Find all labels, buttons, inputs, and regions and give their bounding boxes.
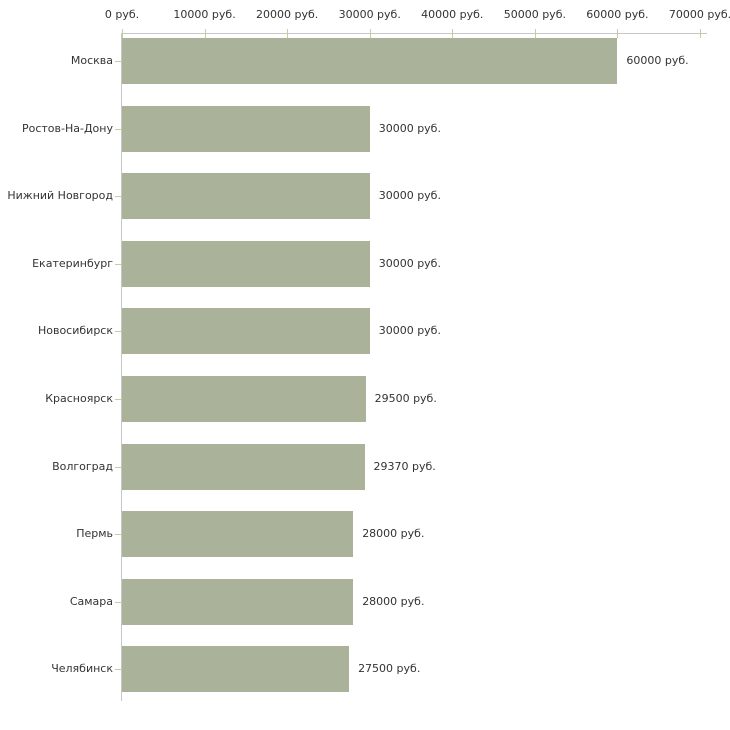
x-axis-tick-mark — [287, 29, 289, 38]
bar — [122, 578, 354, 625]
x-axis-tick-label: 50000 руб. — [503, 8, 566, 21]
category-label: Новосибирск — [37, 324, 113, 338]
x-axis-tick-label: 70000 руб. — [668, 8, 730, 21]
category-label: Ростов-На-Дону — [21, 121, 113, 135]
bar — [122, 38, 618, 84]
value-label: 60000 руб. — [626, 54, 689, 67]
category-label: Красноярск — [45, 392, 113, 405]
bar — [122, 646, 350, 693]
x-axis-tick-label: 60000 руб. — [586, 8, 649, 21]
bar — [122, 443, 365, 490]
value-label: 29500 руб. — [374, 392, 437, 405]
y-axis-tick-mark — [115, 399, 121, 400]
category-label: Пермь — [76, 527, 113, 541]
value-label: 30000 руб. — [378, 324, 441, 338]
value-label: 30000 руб. — [378, 256, 441, 270]
x-axis-tick-label: 0 руб. — [104, 8, 140, 21]
y-axis-tick-mark — [115, 128, 121, 130]
bar — [122, 173, 370, 220]
x-axis-tick-mark — [700, 29, 701, 38]
y-axis-tick-mark — [115, 601, 121, 603]
x-axis-tick-mark — [534, 29, 536, 38]
x-axis-tick-label: 30000 руб. — [338, 8, 401, 21]
y-axis-tick-mark — [115, 331, 121, 333]
bar — [122, 376, 366, 422]
y-axis-tick-mark — [115, 534, 121, 536]
category-label: Волгоград — [52, 459, 113, 473]
y-axis-tick-mark — [115, 196, 121, 198]
x-axis-tick-mark — [122, 29, 123, 38]
x-axis-tick-label: 10000 руб. — [173, 8, 236, 21]
category-label: Екатеринбург — [32, 256, 113, 270]
x-axis-tick-label: 40000 руб. — [421, 8, 484, 21]
category-label: Нижний Новгород — [7, 189, 113, 203]
category-label: Москва — [70, 54, 113, 67]
plot-area: 0 руб. 10000 руб. 20000 руб. 30000 руб. 4000… — [7, 8, 730, 701]
x-axis-tick-mark — [204, 29, 206, 38]
y-axis-tick-mark — [115, 61, 121, 62]
y-axis-tick-mark — [115, 466, 121, 468]
value-label: 29370 руб. — [373, 459, 436, 473]
x-axis-tick-mark — [617, 29, 619, 38]
bar — [122, 105, 370, 152]
value-label: 30000 руб. — [378, 189, 441, 203]
x-axis-tick-label: 20000 руб. — [256, 8, 319, 21]
x-axis-tick-mark — [369, 29, 371, 38]
bar — [122, 308, 370, 355]
y-axis-tick-mark — [115, 263, 121, 265]
bar — [122, 511, 354, 558]
x-axis-tick-mark — [452, 29, 454, 38]
value-label: 27500 руб. — [358, 662, 421, 676]
y-axis-tick-mark — [115, 669, 121, 671]
category-label: Челябинск — [51, 662, 113, 676]
category-label: Самара — [69, 594, 113, 608]
value-label: 28000 руб. — [362, 527, 425, 541]
value-label: 30000 руб. — [378, 121, 441, 135]
value-label: 28000 руб. — [362, 594, 425, 608]
bar — [122, 240, 370, 287]
